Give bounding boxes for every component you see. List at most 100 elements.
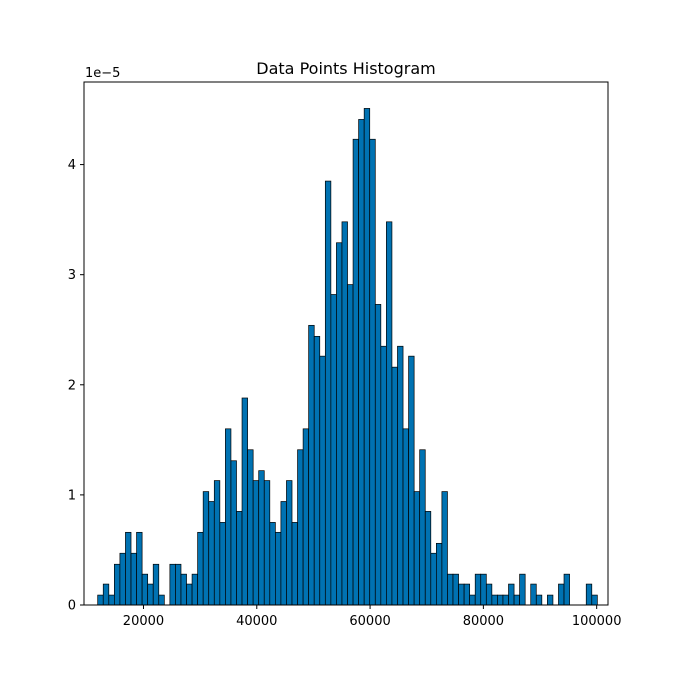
histogram-bar <box>352 138 359 605</box>
histogram-bar <box>497 594 504 605</box>
histogram-bar <box>302 428 310 605</box>
histogram-bar <box>247 449 254 605</box>
histogram-bar <box>225 428 232 605</box>
histogram-bar <box>280 501 287 605</box>
histogram-bar <box>202 491 210 605</box>
histogram-bar <box>563 573 570 605</box>
histogram-bar <box>430 552 437 605</box>
y-axis-offset-label: 1e−5 <box>85 66 120 81</box>
histogram-bar <box>175 563 182 605</box>
x-axis-ticks: 20000 40000 60000 80000 100000 <box>123 605 622 629</box>
histogram-bar <box>313 335 321 605</box>
histogram-bar <box>147 583 154 605</box>
histogram-bar <box>263 480 271 605</box>
histogram-bar <box>219 522 226 605</box>
histogram-bar <box>291 522 298 605</box>
histogram-bar <box>358 119 365 605</box>
histogram-bar <box>463 583 471 605</box>
histogram-bar <box>397 345 404 605</box>
histogram-bar <box>258 470 265 605</box>
histogram-bar <box>374 304 382 605</box>
histogram-bar <box>186 583 193 605</box>
histogram-bars <box>97 108 598 605</box>
histogram-bar <box>485 583 493 605</box>
histogram-bar <box>441 491 448 605</box>
x-tick-label: 80000 <box>463 614 504 629</box>
histogram-bar <box>230 460 237 605</box>
histogram-bar <box>402 428 409 605</box>
chart-title: Data Points Histogram <box>256 59 435 78</box>
histogram-bar <box>369 138 376 605</box>
histogram-bar <box>491 594 498 605</box>
histogram-bar <box>330 294 337 605</box>
histogram-bar <box>125 531 132 605</box>
histogram-bar <box>241 397 248 605</box>
y-tick-label: 2 <box>68 378 76 393</box>
y-tick-label: 3 <box>68 268 76 283</box>
histogram-bar <box>547 594 554 605</box>
x-tick-label: 60000 <box>349 614 390 629</box>
histogram-bar <box>452 573 459 605</box>
y-tick-label: 4 <box>68 158 76 173</box>
histogram-bar <box>458 583 465 605</box>
histogram-bar <box>286 480 293 605</box>
histogram-bar <box>297 449 304 605</box>
histogram-bar <box>191 573 198 605</box>
histogram-bar <box>119 552 126 605</box>
y-axis-ticks: 0 1 2 3 4 <box>68 158 84 614</box>
histogram-bar <box>413 491 421 605</box>
histogram-bar <box>102 583 110 605</box>
histogram-bar <box>213 480 221 605</box>
histogram-bar <box>130 552 137 605</box>
histogram-bar <box>519 573 526 605</box>
histogram-bar <box>513 594 520 605</box>
histogram-bar <box>530 583 537 605</box>
x-tick-label: 100000 <box>572 614 622 629</box>
histogram-bar <box>275 531 282 605</box>
histogram-bar <box>380 345 387 605</box>
histogram-bar <box>469 594 476 605</box>
histogram-bar <box>447 573 454 605</box>
histogram-bar <box>136 531 143 605</box>
histogram-bar <box>502 594 509 605</box>
histogram-bar <box>236 511 243 605</box>
y-tick-label: 0 <box>68 599 76 614</box>
histogram-bar <box>308 324 315 605</box>
plot-area-frame <box>83 81 609 606</box>
histogram-bar <box>197 531 204 605</box>
histogram-bar <box>419 449 426 605</box>
histogram-bar <box>169 563 176 605</box>
histogram-bar <box>474 573 482 605</box>
histogram-bar <box>114 563 121 605</box>
x-tick-label: 40000 <box>236 614 277 629</box>
x-tick-label: 20000 <box>123 614 164 629</box>
histogram-bar <box>341 221 348 605</box>
histogram-bar <box>558 583 565 605</box>
histogram-bar <box>535 594 543 605</box>
histogram-bar <box>319 355 326 605</box>
histogram-bar <box>324 180 332 605</box>
histogram-bar <box>269 522 276 605</box>
histogram-bar <box>386 221 393 605</box>
histogram-bar <box>363 108 371 605</box>
histogram-bar <box>180 573 187 605</box>
histogram-bar <box>141 573 149 605</box>
histogram-bar <box>152 563 160 605</box>
histogram-bar <box>408 355 415 605</box>
histogram-bar <box>480 573 487 605</box>
histogram-bar <box>108 594 115 605</box>
histogram-bar <box>336 242 343 605</box>
histogram-bar <box>347 284 354 605</box>
histogram-bar <box>508 583 515 605</box>
histogram-bar <box>585 583 593 605</box>
histogram-bar <box>97 594 104 605</box>
histogram-bar <box>391 366 398 605</box>
histogram-bar <box>252 480 260 605</box>
histogram-bar <box>208 501 215 605</box>
y-tick-label: 1 <box>68 488 76 503</box>
histogram-bar <box>436 542 443 605</box>
histogram-bar <box>158 594 165 605</box>
histogram-bar <box>424 511 432 605</box>
histogram-bar <box>591 594 598 605</box>
